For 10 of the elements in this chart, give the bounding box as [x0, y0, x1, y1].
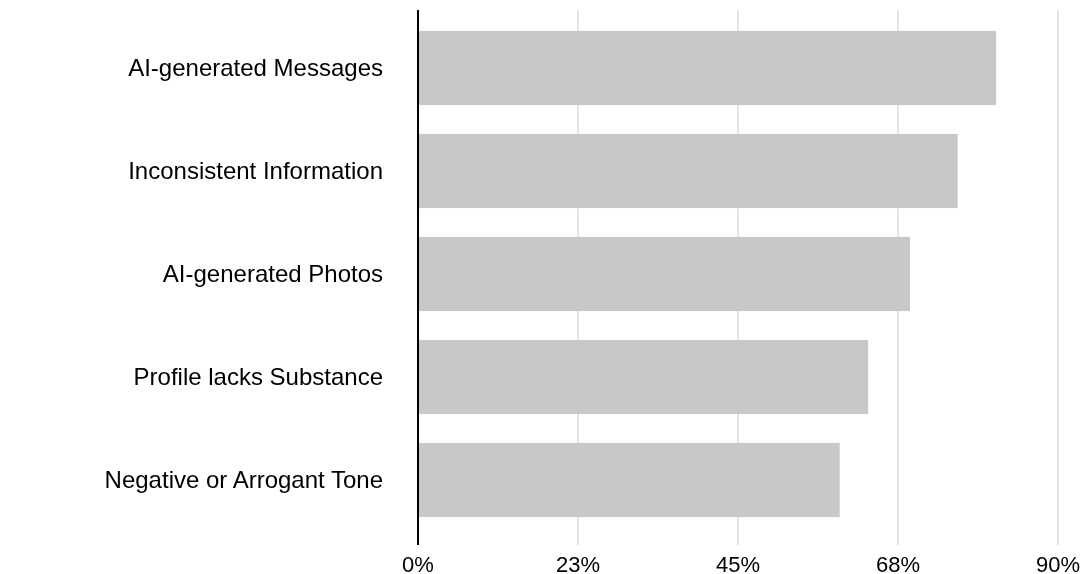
y-tick-label: Negative or Arrogant Tone: [104, 466, 383, 494]
x-tick-label: 23%: [555, 552, 601, 574]
y-tick-label: AI-generated Photos: [162, 260, 383, 288]
y-tick-label: Inconsistent Information: [128, 157, 383, 185]
x-tick-label: 90%: [1035, 552, 1081, 574]
x-tick-label: 0%: [402, 552, 434, 574]
x-tick-label: 45%: [715, 552, 761, 574]
x-tick-label: 68%: [875, 552, 921, 574]
y-tick-label: Profile lacks Substance: [133, 363, 383, 391]
y-tick-label: AI-generated Messages: [128, 54, 383, 82]
